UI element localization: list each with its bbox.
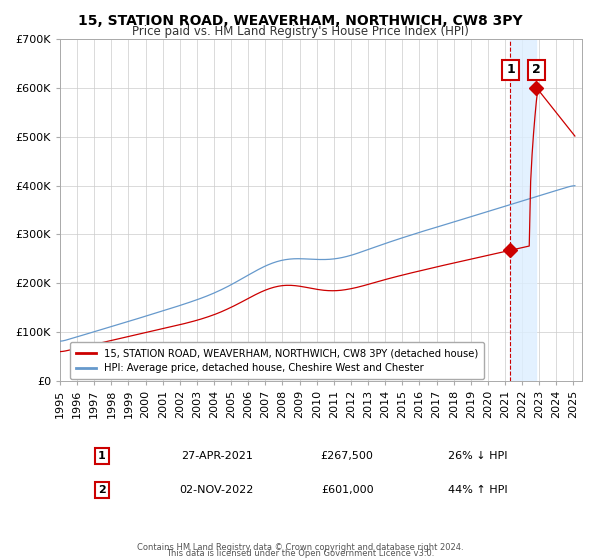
Text: This data is licensed under the Open Government Licence v3.0.: This data is licensed under the Open Gov…	[166, 549, 434, 558]
Text: £601,000: £601,000	[321, 485, 373, 495]
Text: 15, STATION ROAD, WEAVERHAM, NORTHWICH, CW8 3PY: 15, STATION ROAD, WEAVERHAM, NORTHWICH, …	[77, 14, 523, 28]
Text: Price paid vs. HM Land Registry's House Price Index (HPI): Price paid vs. HM Land Registry's House …	[131, 25, 469, 38]
Text: 1: 1	[506, 63, 515, 77]
Text: 27-APR-2021: 27-APR-2021	[181, 451, 253, 461]
Bar	[511, 39, 536, 381]
Text: 1: 1	[98, 451, 106, 461]
Text: Contains HM Land Registry data © Crown copyright and database right 2024.: Contains HM Land Registry data © Crown c…	[137, 543, 463, 552]
Text: 2: 2	[98, 485, 106, 495]
Text: 26% ↓ HPI: 26% ↓ HPI	[448, 451, 508, 461]
Text: 02-NOV-2022: 02-NOV-2022	[179, 485, 254, 495]
Text: £267,500: £267,500	[320, 451, 374, 461]
Text: 44% ↑ HPI: 44% ↑ HPI	[448, 485, 508, 495]
Legend: 15, STATION ROAD, WEAVERHAM, NORTHWICH, CW8 3PY (detached house), HPI: Average p: 15, STATION ROAD, WEAVERHAM, NORTHWICH, …	[70, 342, 484, 379]
Text: 2: 2	[532, 63, 541, 77]
